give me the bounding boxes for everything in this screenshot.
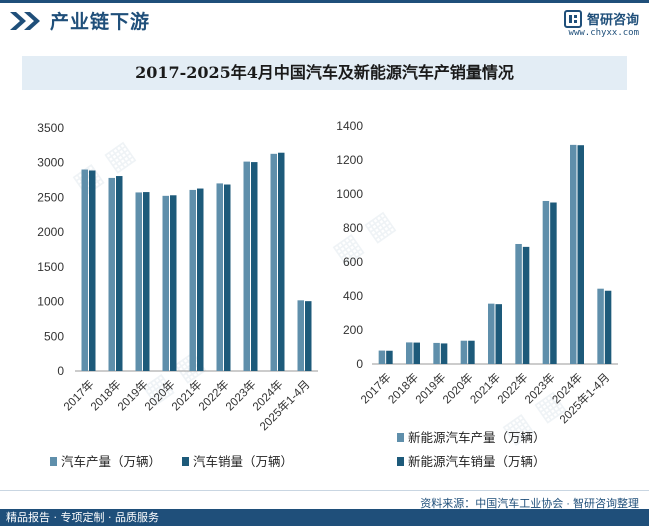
bar-sales [550,202,557,364]
y-tick-label: 2500 [37,190,64,204]
legend-swatch [397,433,404,442]
top-accent-bar [0,0,649,3]
bar-sales [143,192,150,371]
legend-swatch [397,457,404,466]
bar-production [515,243,522,364]
bar-sales [116,176,123,371]
legend-swatch [50,457,57,466]
bar-production [460,340,468,364]
bar-sales [413,342,420,364]
bar-production [270,153,277,371]
y-tick-label: 3500 [37,121,64,135]
bottom-bar: 精品报告 · 专项定制 · 品质服务 [0,509,649,526]
bar-production [108,177,115,371]
source-note: 资料来源：中国汽车工业协会 · 智研咨询整理 [420,498,639,510]
y-tick-label: 3000 [37,156,64,170]
bar-production [135,192,142,371]
bar-production [243,161,250,371]
bar-sales [89,170,96,371]
legend-swatch [182,457,189,466]
y-tick-label: 800 [343,221,363,235]
legend-label: 新能源汽车销量（万辆） [408,454,546,469]
y-tick-label: 1400 [336,119,363,133]
bar-production [542,200,550,364]
bar-production [597,288,604,364]
bar-sales [577,145,584,364]
y-tick-label: 500 [44,329,64,343]
legend-label: 汽车销量（万辆） [193,454,293,469]
legend-label: 新能源汽车产量（万辆） [408,430,546,445]
legend-label: 汽车产量（万辆） [61,454,161,469]
section-header: 产业链下游 智研咨询 www.chyxx.com [0,3,649,39]
bar-sales [197,188,204,371]
y-tick-label: 1000 [336,187,363,201]
y-tick-label: 1000 [37,295,64,309]
bar-sales [495,304,502,364]
brand-url: www.chyxx.com [568,28,639,38]
bar-sales [386,350,393,364]
y-tick-label: 2000 [37,225,64,239]
bar-production [297,300,304,371]
bar-production [216,183,223,371]
bar-sales [224,184,231,371]
y-tick-label: 200 [343,323,363,337]
y-tick-label: 400 [343,289,363,303]
bar-sales [170,195,177,371]
footer-tagline: 精品报告 · 专项定制 · 品质服务 [6,511,159,524]
y-tick-label: 1500 [37,260,64,274]
bar-sales [278,152,285,371]
bar-production [406,342,413,364]
y-tick-label: 600 [343,255,363,269]
chart-title: 2017-2025年4月中国汽车及新能源汽车产销量情况 [22,56,627,90]
section-title: 产业链下游 [50,11,151,33]
bar-sales [604,290,612,364]
bar-sales [522,246,530,364]
y-tick-label: 1200 [336,153,363,167]
bar-production [189,189,196,371]
brand-block: 智研咨询 www.chyxx.com [563,8,639,38]
bar-production [570,144,577,364]
bar-production [81,169,88,371]
brand-name: 智研咨询 [586,13,639,28]
bar-production [433,342,440,364]
y-tick-label: 0 [57,364,64,378]
bar-production [488,303,495,364]
bar-production [378,350,386,364]
y-tick-label: 0 [356,357,363,371]
bar-sales [440,343,448,364]
bar-sales [251,162,258,371]
chevron-arrows-icon [10,12,40,30]
footer-divider [0,490,649,491]
bar-production [162,195,169,371]
bar-sales [305,301,312,371]
brand-logo-icon [563,9,582,28]
bar-sales [468,340,475,364]
